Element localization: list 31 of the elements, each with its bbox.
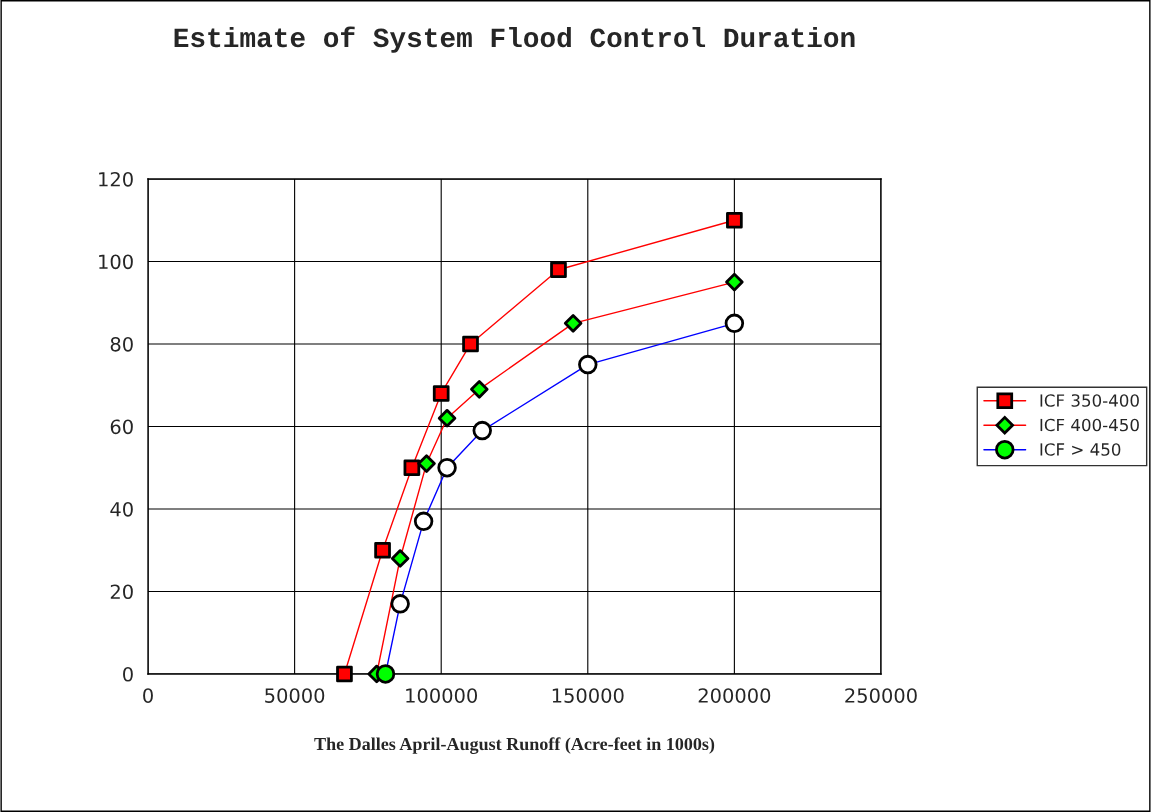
point [417, 454, 436, 473]
point [550, 261, 567, 279]
point [432, 385, 450, 402]
x-tick-label: 250000 [845, 688, 917, 703]
chart-title: Estimate of System Flood Control Duration [174, 26, 855, 53]
x-tick-label: 200000 [698, 688, 771, 703]
y-tick-label: 60 [110, 419, 133, 435]
point [725, 272, 744, 292]
point [462, 335, 479, 353]
x-tick-label: 100000 [406, 688, 478, 703]
point [470, 380, 489, 399]
legend-label: ICF 400-450 [1040, 418, 1139, 432]
y-tick-label: 80 [110, 336, 133, 352]
point [437, 408, 457, 428]
y-tick-label: 120 [99, 171, 133, 187]
y-tick-label: 40 [110, 501, 133, 517]
point [563, 314, 583, 333]
y-tick-label: 20 [110, 584, 133, 600]
x-axis-title: The Dalles April-August Runoff (Acre-feet in 1000s) [314, 737, 715, 754]
point [336, 665, 353, 683]
y-tick-label: 100 [99, 254, 133, 270]
point [374, 541, 391, 559]
x-tick-label: 0 [143, 688, 153, 703]
y-tick-label: 0 [123, 666, 133, 682]
point [390, 549, 410, 568]
x-tick-label: 50000 [265, 688, 325, 703]
x-tick-label: 150000 [552, 688, 624, 703]
point [403, 459, 421, 477]
legend-label: ICF 350-400 [1040, 394, 1139, 407]
point [726, 211, 743, 229]
legend-label: ICF > 450 [1040, 443, 1121, 456]
